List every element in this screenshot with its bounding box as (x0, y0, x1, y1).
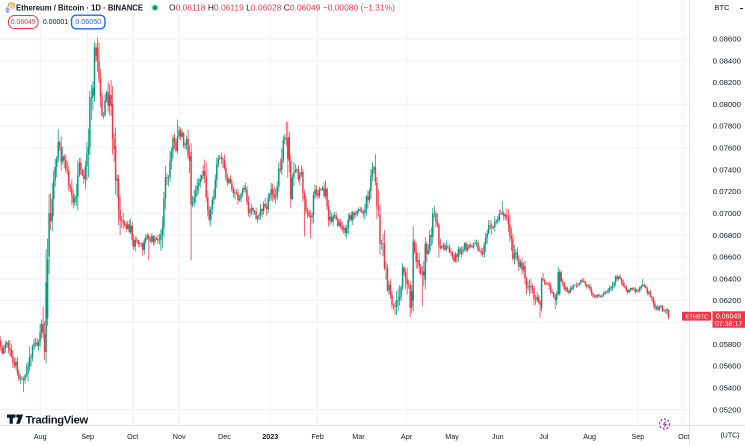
svg-text:Aug: Aug (34, 432, 47, 441)
svg-text:0.07000: 0.07000 (713, 209, 741, 218)
svg-text:0.05400: 0.05400 (713, 384, 741, 393)
svg-text:0.07200: 0.07200 (713, 187, 741, 196)
svg-text:0.07800: 0.07800 (713, 122, 741, 131)
svg-text:May: May (445, 432, 459, 441)
svg-text:0.06800: 0.06800 (713, 231, 741, 240)
svg-text:O0.06118 H0.06119 L0.06028 C0.: O0.06118 H0.06119 L0.06028 C0.06049 −0.0… (169, 2, 395, 12)
svg-text:0.00001: 0.00001 (43, 19, 68, 26)
svg-text:0.05800: 0.05800 (713, 340, 741, 349)
svg-text:Dec: Dec (218, 432, 231, 441)
svg-text:0.07400: 0.07400 (713, 165, 741, 174)
svg-text:0.06049: 0.06049 (11, 19, 36, 26)
svg-text:0.05200: 0.05200 (713, 405, 741, 414)
svg-text:Jul: Jul (539, 432, 549, 441)
svg-text:Oct: Oct (678, 432, 689, 441)
svg-text:0.06200: 0.06200 (713, 296, 741, 305)
svg-text:0.06050: 0.06050 (75, 17, 101, 26)
svg-text:(UTC): (UTC) (720, 433, 739, 440)
svg-text:0.08600: 0.08600 (713, 35, 741, 44)
svg-text:07:38:17: 07:38:17 (715, 321, 742, 328)
svg-text:Jun: Jun (492, 432, 504, 441)
svg-text:₿: ₿ (9, 2, 14, 10)
svg-text:Nov: Nov (173, 432, 186, 441)
svg-text:0.08400: 0.08400 (713, 56, 741, 65)
svg-text:2023: 2023 (262, 432, 278, 441)
svg-text:0.08200: 0.08200 (713, 78, 741, 87)
svg-text:0.07600: 0.07600 (713, 144, 741, 153)
svg-text:0.06600: 0.06600 (713, 253, 741, 262)
svg-text:0.06400: 0.06400 (713, 274, 741, 283)
svg-text:Sep: Sep (81, 432, 94, 441)
svg-text:0.08000: 0.08000 (713, 100, 741, 109)
svg-text:BTC: BTC (715, 3, 731, 12)
svg-text:Apr: Apr (401, 432, 413, 441)
svg-text:Oct: Oct (127, 432, 138, 441)
svg-text:Mar: Mar (352, 432, 365, 441)
svg-text:Aug: Aug (583, 432, 596, 441)
svg-text:0.05600: 0.05600 (713, 362, 741, 371)
svg-text:Ethereum / Bitcoin · 1D · BINA: Ethereum / Bitcoin · 1D · BINANCE (16, 3, 144, 12)
svg-text:0.06049: 0.06049 (716, 313, 741, 320)
svg-text:Feb: Feb (311, 432, 323, 441)
svg-text:Sep: Sep (632, 432, 645, 441)
svg-text:TradingView: TradingView (26, 415, 89, 427)
svg-text:ETHBTC: ETHBTC (686, 315, 708, 321)
